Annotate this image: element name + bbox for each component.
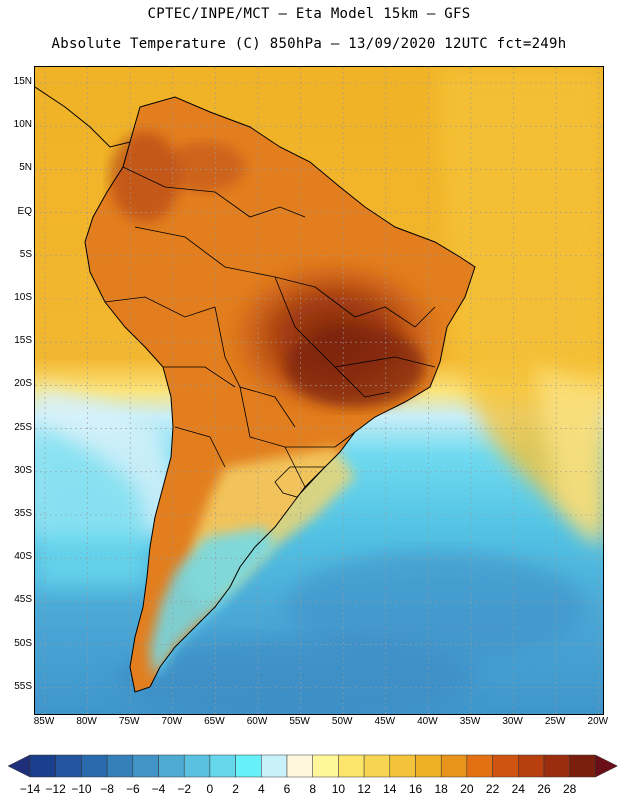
- lon-label: 45W: [374, 716, 396, 727]
- lon-label: 80W: [76, 716, 97, 727]
- lon-label: 55W: [289, 716, 310, 727]
- colorbar-label: 4: [257, 782, 265, 796]
- colorbar-label: −10: [71, 782, 92, 796]
- lon-label: 40W: [417, 716, 438, 727]
- colorbar-swatch: [158, 754, 185, 778]
- lat-label: 15N: [13, 76, 32, 87]
- lat-label: 5N: [19, 162, 32, 174]
- colorbar-low-arrow: [8, 754, 31, 778]
- colorbar-swatch: [29, 754, 56, 778]
- map-canvas: [35, 67, 603, 714]
- colorbar-swatch: [389, 754, 416, 778]
- cold-southern-ocean-blob: [285, 552, 585, 662]
- colorbar-label: 8: [309, 782, 317, 796]
- hot-core-colombia: [110, 132, 180, 222]
- colorbar-label: 2: [232, 782, 239, 796]
- lat-label: 50S: [14, 637, 32, 649]
- map-title-line-2: Absolute Temperature (C) 850hPa – 13/09/…: [51, 36, 567, 52]
- lat-label: 25S: [14, 421, 32, 433]
- lon-label: 85W: [33, 716, 55, 727]
- colorbar-swatch: [569, 754, 596, 778]
- lon-label: 25W: [544, 716, 566, 727]
- lon-label: 60W: [246, 716, 268, 727]
- mild-atlantic-band: [535, 367, 603, 547]
- central-america-coastline: [35, 86, 131, 148]
- lon-label: 50W: [331, 716, 353, 727]
- colorbar-swatch: [415, 754, 442, 778]
- colorbar-label: 16: [408, 782, 423, 796]
- lon-label: 65W: [204, 716, 225, 727]
- lat-label: EQ: [17, 205, 32, 217]
- colorbar-label: 26: [537, 782, 551, 796]
- lat-label: 35S: [14, 508, 32, 519]
- lat-label: 20S: [14, 378, 32, 390]
- colorbar-label: −4: [151, 782, 166, 796]
- colorbar-swatch: [492, 754, 519, 778]
- colorbar-label: 20: [460, 782, 474, 796]
- colorbar-label: −12: [45, 782, 66, 796]
- temperature-map: [34, 66, 604, 715]
- patagonia-cold-zone: [150, 527, 275, 677]
- colorbar-label: 18: [434, 782, 448, 796]
- colorbar-label: −2: [177, 782, 192, 796]
- lat-label: 55S: [14, 680, 32, 692]
- lon-label: 30W: [502, 716, 523, 727]
- colorbar-label: 28: [563, 782, 577, 796]
- colorbar-swatch: [81, 754, 108, 778]
- colorbar-label: 12: [357, 782, 371, 796]
- colorbar-label: 6: [283, 782, 291, 796]
- colorbar-swatch: [235, 754, 262, 778]
- lat-label: 40S: [14, 551, 32, 563]
- lat-label: 10N: [13, 119, 32, 131]
- hottest-core: [285, 327, 425, 407]
- colorbar-swatch: [466, 754, 493, 778]
- colorbar-swatch: [106, 754, 134, 778]
- colorbar-swatch: [132, 754, 159, 778]
- lon-label: 35W: [459, 716, 481, 727]
- colorbar-swatch: [363, 754, 391, 778]
- colorbar-high-arrow: [595, 754, 618, 778]
- colorbar-swatch: [543, 754, 570, 778]
- lat-label: 30S: [14, 464, 32, 476]
- lat-label: 5S: [19, 248, 32, 260]
- colorbar-label: 14: [383, 782, 397, 796]
- colorbar-label: 22: [485, 782, 500, 796]
- colorbar-swatch: [261, 754, 288, 778]
- colorbar-swatch: [312, 754, 339, 778]
- country-borders: [104, 166, 436, 498]
- colorbar-swatch: [209, 754, 236, 778]
- cold-pacific-zone: [35, 427, 149, 587]
- colorbar-label: −6: [125, 782, 140, 796]
- colorbar-swatch: [183, 754, 211, 778]
- colorbar-label: 10: [331, 782, 346, 796]
- colorbar-label: −14: [19, 782, 41, 796]
- colorbar-swatch: [286, 754, 313, 778]
- colorbar-swatch: [338, 754, 365, 778]
- colorbar-swatch: [55, 754, 82, 778]
- colorbar-label: 24: [511, 782, 525, 796]
- cold-southern-ocean-blob-2: [115, 637, 475, 714]
- map-title-line-1: CPTEC/INPE/MCT – Eta Model 15km – GFS: [147, 6, 471, 22]
- colorbar-label: −8: [100, 782, 114, 796]
- lon-label: 70W: [161, 716, 183, 727]
- lon-label: 75W: [118, 716, 140, 727]
- lat-label: 15S: [14, 335, 32, 347]
- temperature-colorbar: [8, 754, 618, 778]
- lat-label: 10S: [14, 292, 32, 303]
- lon-label: 20W: [587, 716, 609, 727]
- colorbar-swatch: [440, 754, 468, 778]
- lat-label: 45S: [14, 594, 32, 606]
- colorbar-swatch: [518, 754, 545, 778]
- south-america-coastline: [84, 96, 476, 693]
- colorbar-label: 0: [206, 782, 214, 796]
- hot-core-venezuela: [165, 142, 245, 192]
